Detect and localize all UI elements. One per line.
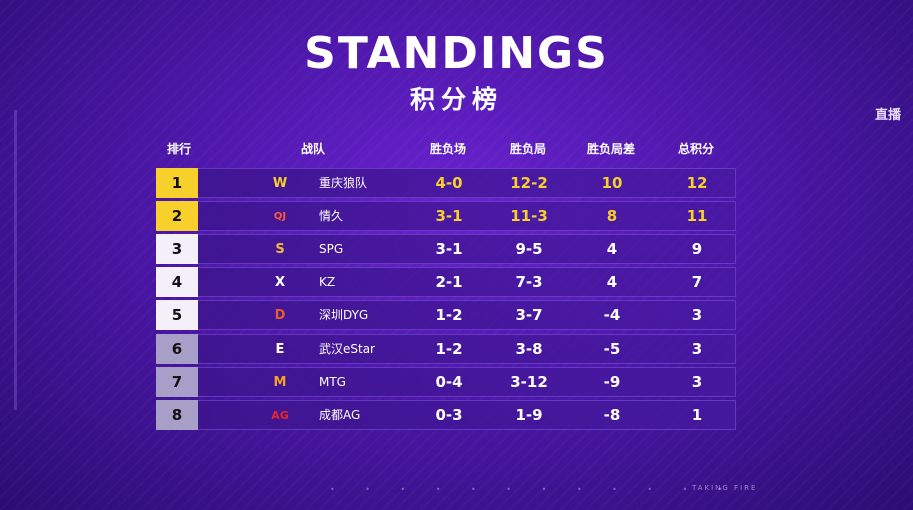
header-diff: 胜负局差 (586, 142, 635, 156)
series-record: 3-1 (435, 207, 463, 225)
game-diff: 4 (606, 240, 618, 258)
page-title: STANDINGS (304, 28, 609, 79)
total-points: 1 (691, 406, 703, 424)
header-games: 胜负局 (509, 142, 546, 156)
table-header: 排行 战队 胜负场 胜负局 胜负局差 总积分 (0, 140, 913, 158)
wolves-logo-icon: W (272, 175, 288, 191)
ag-logo-icon: AG (271, 408, 289, 422)
team-name: SPG (319, 242, 344, 256)
game-diff: -4 (603, 306, 621, 324)
rank-cell: 8 (156, 400, 198, 430)
series-record: 1-2 (435, 306, 463, 324)
footer-dots: • • • • • • • • • • • • (330, 485, 737, 494)
table-row: 7 M MTG 0-4 3-12 -9 3 (156, 367, 736, 397)
series-record: 3-1 (435, 240, 463, 258)
spg-logo-icon: S (275, 241, 285, 257)
games-record: 3-12 (510, 373, 548, 391)
kz-logo-icon: X (274, 274, 286, 290)
rank-cell: 4 (156, 267, 198, 297)
dyg-logo-icon: D (274, 307, 286, 323)
total-points: 3 (691, 306, 703, 324)
team-name: 情久 (319, 209, 344, 223)
rank-cell: 5 (156, 300, 198, 330)
table-row: 1 W 重庆狼队 4-0 12-2 10 12 (156, 168, 736, 198)
total-points: 3 (691, 340, 703, 358)
game-diff: 8 (606, 207, 618, 225)
header-rank: 排行 (166, 142, 191, 156)
series-record: 0-3 (435, 406, 463, 424)
table-row: 5 D 深圳DYG 1-2 3-7 -4 3 (156, 300, 736, 330)
games-record: 11-3 (510, 207, 548, 225)
header-series: 胜负场 (429, 142, 466, 156)
total-points: 11 (686, 207, 708, 225)
table-row: 3 S SPG 3-1 9-5 4 9 (156, 234, 736, 264)
header-points: 总积分 (677, 142, 714, 156)
games-record: 3-7 (515, 306, 543, 324)
estar-logo-icon: E (275, 341, 285, 357)
game-diff: -5 (603, 340, 621, 358)
team-name: 成都AG (319, 408, 361, 422)
team-name: KZ (319, 275, 336, 289)
game-diff: -9 (603, 373, 621, 391)
table-row: 4 X KZ 2-1 7-3 4 7 (156, 267, 736, 297)
rank-cell: 2 (156, 201, 198, 231)
team-name: 重庆狼队 (319, 176, 368, 190)
series-record: 4-0 (435, 174, 463, 192)
page-subtitle: 积分榜 (409, 85, 503, 114)
rank-cell: 3 (156, 234, 198, 264)
total-points: 12 (686, 174, 708, 192)
table-row: 6 E 武汉eStar 1-2 3-8 -5 3 (156, 334, 736, 364)
rank-cell: 6 (156, 334, 198, 364)
series-record: 1-2 (435, 340, 463, 358)
team-name: 深圳DYG (319, 308, 369, 322)
rank-cell: 7 (156, 367, 198, 397)
table-row: 2 QJ 情久 3-1 11-3 8 11 (156, 201, 736, 231)
table-row: 8 AG 成都AG 0-3 1-9 -8 1 (156, 400, 736, 430)
team-name: MTG (319, 375, 346, 389)
total-points: 9 (691, 240, 703, 258)
total-points: 7 (691, 273, 703, 291)
left-decoration-bar (14, 110, 17, 410)
games-record: 3-8 (515, 340, 543, 358)
game-diff: 10 (601, 174, 623, 192)
game-diff: 4 (606, 273, 618, 291)
series-record: 0-4 (435, 373, 463, 391)
rank-cell: 1 (156, 168, 198, 198)
live-badge: 直播 (874, 108, 901, 123)
games-record: 7-3 (515, 273, 543, 291)
game-diff: -8 (603, 406, 621, 424)
header-team: 战队 (300, 142, 325, 156)
series-record: 2-1 (435, 273, 463, 291)
mtg-logo-icon: M (273, 374, 287, 390)
games-record: 12-2 (510, 174, 548, 192)
total-points: 3 (691, 373, 703, 391)
footer-brand: TAKING FIRE (692, 484, 758, 492)
qingjiu-logo-icon: QJ (273, 210, 287, 222)
games-record: 9-5 (515, 240, 543, 258)
games-record: 1-9 (515, 406, 543, 424)
team-name: 武汉eStar (319, 342, 375, 356)
